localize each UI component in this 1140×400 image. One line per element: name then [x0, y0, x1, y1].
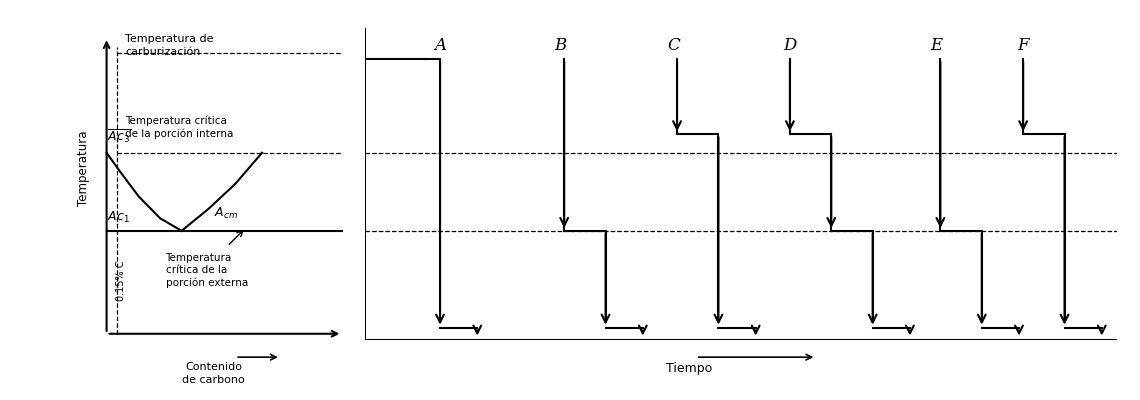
Text: Temperatura
crítica de la
porción externa: Temperatura crítica de la porción extern…: [165, 253, 247, 288]
Text: Temperatura: Temperatura: [78, 131, 90, 206]
Text: $\overline{Ac_3}$: $\overline{Ac_3}$: [107, 128, 131, 145]
Text: 0.15% C: 0.15% C: [116, 260, 125, 301]
Text: F: F: [1017, 37, 1029, 54]
Text: B: B: [554, 37, 567, 54]
Text: Temperatura crítica
de la porción interna: Temperatura crítica de la porción intern…: [125, 115, 234, 139]
Text: $A_{cm}$: $A_{cm}$: [214, 206, 238, 222]
Text: C: C: [667, 37, 679, 54]
Text: Contenido
de carbono: Contenido de carbono: [182, 362, 245, 385]
Text: Tiempo: Tiempo: [666, 362, 712, 375]
Text: $Ac_1$: $Ac_1$: [107, 210, 130, 224]
Text: E: E: [930, 37, 943, 54]
Text: D: D: [783, 37, 797, 54]
Text: Temperatura de
carburización: Temperatura de carburización: [125, 34, 214, 57]
Text: A: A: [434, 37, 446, 54]
